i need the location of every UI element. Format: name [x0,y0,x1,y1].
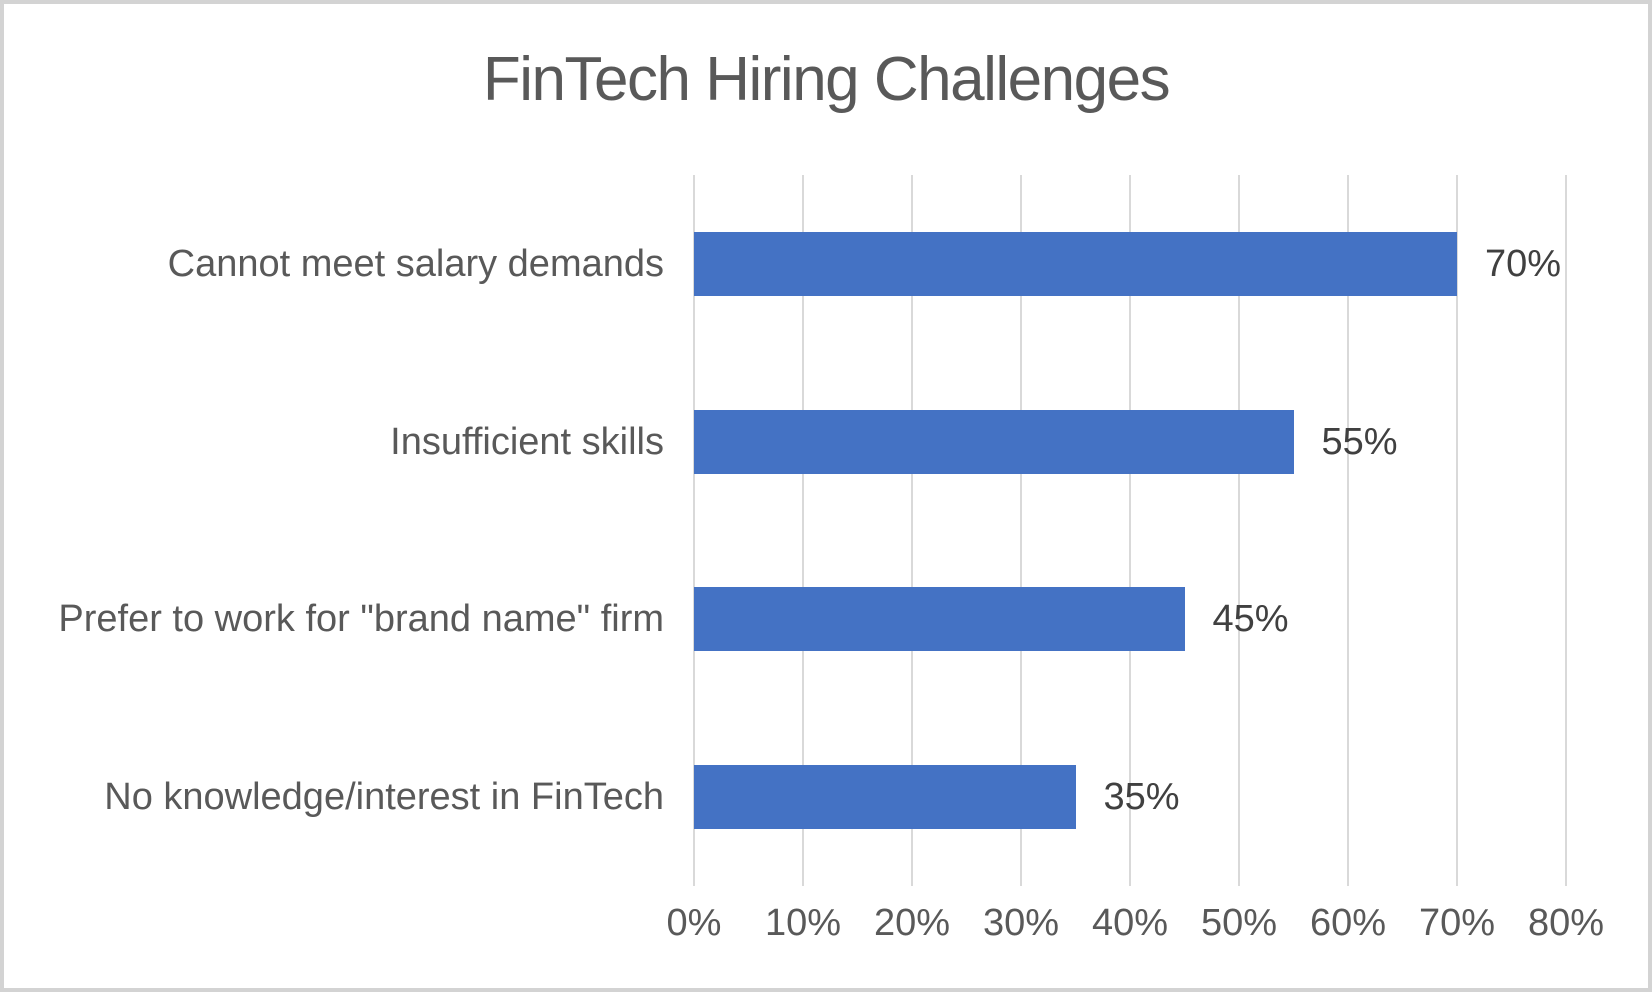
x-axis-tick-label: 10% [764,902,842,944]
category-label: Cannot meet salary demands [167,242,664,285]
bar [694,409,1294,474]
plot-area [693,175,1567,886]
category-label: No knowledge/interest in FinTech [104,776,664,819]
gridline [1238,175,1240,886]
value-label: 35% [1103,776,1180,819]
gridline [911,175,913,886]
gridline [802,175,804,886]
gridline [1347,175,1349,886]
gridline [1020,175,1022,886]
gridline [1456,175,1458,886]
x-axis-tick-label: 50% [1200,902,1278,944]
category-label: Prefer to work for "brand name" firm [58,598,664,641]
x-axis-tick-label: 60% [1309,902,1387,944]
bar [694,587,1185,652]
gridline [1129,175,1131,886]
x-axis-tick-label: 70% [1418,902,1496,944]
gridline [693,175,695,886]
x-axis-tick-label: 20% [873,902,951,944]
x-axis-tick-label: 40% [1091,902,1169,944]
bar [694,765,1076,830]
category-label: Insufficient skills [390,420,664,463]
gridline [1565,175,1567,886]
bar [694,231,1457,296]
value-label: 45% [1212,598,1289,641]
x-axis-tick-label: 0% [666,902,722,944]
value-label: 70% [1485,242,1562,285]
chart-title: FinTech Hiring Challenges [482,45,1171,114]
x-axis-tick-label: 80% [1527,902,1605,944]
value-label: 55% [1321,420,1398,463]
x-axis-tick-label: 30% [982,902,1060,944]
